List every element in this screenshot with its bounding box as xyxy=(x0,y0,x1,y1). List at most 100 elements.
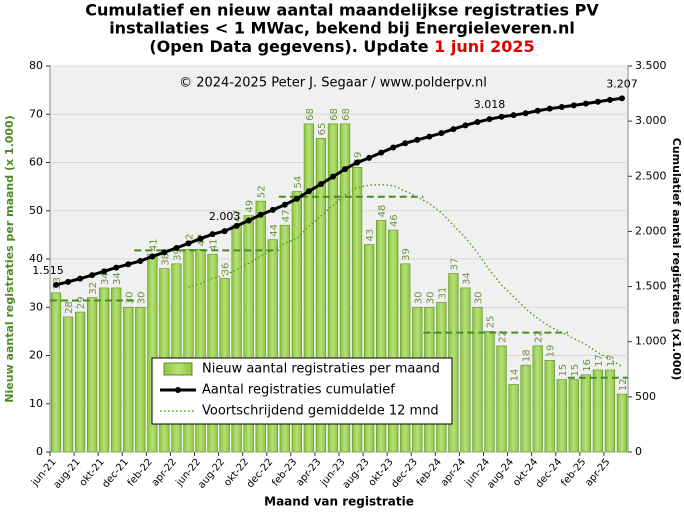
line-point xyxy=(342,166,349,173)
line-point xyxy=(53,281,60,288)
line-point xyxy=(366,154,373,161)
bar xyxy=(279,224,290,453)
y2-tick-label: 3.000 xyxy=(635,114,667,127)
bar xyxy=(303,123,315,453)
moving-average-line xyxy=(188,183,623,368)
line-point xyxy=(510,112,517,119)
annotation: © 2024-2025 Peter J. Segaar / www.polder… xyxy=(179,76,487,91)
x-tick-label: aug-21 xyxy=(52,457,83,491)
bar xyxy=(363,244,375,453)
line-point xyxy=(101,268,108,275)
bar-value-label: 34 xyxy=(461,272,472,285)
bar-value-label: 39 xyxy=(401,248,412,261)
bar-value-label: 41 xyxy=(148,238,159,251)
line-point xyxy=(498,113,505,120)
bar-value-label: 18 xyxy=(522,349,533,362)
bar xyxy=(327,123,339,453)
line-point xyxy=(293,195,300,202)
y2-tick-label: 0 xyxy=(635,445,642,458)
bar-value-label: 46 xyxy=(389,214,400,227)
y2-axis-title: Cumulatief aantal registraties (x1.000) xyxy=(670,138,683,380)
bar-value-label: 22 xyxy=(534,330,545,343)
x-tick-label: feb-24 xyxy=(415,457,444,489)
bar-value-label: 17 xyxy=(606,354,617,367)
bar-value-label: 25 xyxy=(486,316,497,329)
line-point xyxy=(570,102,577,109)
line-point xyxy=(221,228,228,235)
x-tick-label: apr-22 xyxy=(150,457,179,489)
bar-value-label: 28 xyxy=(64,301,75,314)
y-tick-label: 0 xyxy=(36,445,43,458)
bar-value-label: 43 xyxy=(365,229,376,242)
x-tick-label: aug-23 xyxy=(341,457,372,491)
bar xyxy=(496,345,507,453)
bar xyxy=(472,306,483,453)
line-point xyxy=(89,272,96,279)
bar-value-label: 36 xyxy=(221,263,232,276)
bar-value-label: 16 xyxy=(582,359,593,372)
bar-value-label: 34 xyxy=(112,272,123,285)
y2-tick-label: 1.500 xyxy=(635,280,667,293)
line-point xyxy=(233,222,240,229)
bar xyxy=(556,379,567,453)
line-point xyxy=(522,110,529,117)
x-tick-label: feb-22 xyxy=(126,457,155,489)
line-point xyxy=(245,217,252,224)
bar-value-label: 15 xyxy=(558,364,569,377)
line-value-label: 3.018 xyxy=(474,98,506,111)
bar xyxy=(243,215,254,453)
bar xyxy=(183,249,194,453)
legend-swatch xyxy=(175,387,181,393)
chart-title: (Open Data gegevens). Update 1 juni 2025 xyxy=(149,37,534,56)
y2-tick-label: 2.500 xyxy=(635,169,667,182)
bar xyxy=(74,311,86,453)
bar xyxy=(135,306,146,453)
line-point xyxy=(558,104,565,111)
bar xyxy=(50,292,62,453)
bar-value-label: 52 xyxy=(257,185,268,198)
chart-title: Cumulatief en nieuw aantal maandelijkse … xyxy=(85,1,599,20)
y-tick-label: 80 xyxy=(29,59,43,72)
line-point xyxy=(305,188,312,195)
bar xyxy=(351,167,363,453)
line-point xyxy=(438,130,445,137)
title-line: (Open Data gegevens). Update xyxy=(149,37,428,56)
bar-value-label: 41 xyxy=(209,238,220,251)
bar xyxy=(207,253,218,453)
bar-value-label: 68 xyxy=(341,108,352,121)
bar-value-label: 30 xyxy=(413,292,424,305)
y-tick-label: 20 xyxy=(29,349,43,362)
line-point xyxy=(354,159,361,166)
bar xyxy=(532,345,543,453)
bar xyxy=(580,374,591,453)
chart-title: installaties < 1 MWac, bekend bij Energi… xyxy=(109,19,575,38)
bar-value-label: 37 xyxy=(449,258,460,271)
y-tick-label: 30 xyxy=(29,300,43,313)
bar-value-label: 30 xyxy=(425,292,436,305)
bar xyxy=(267,239,278,453)
bar-value-label: 19 xyxy=(546,345,557,358)
y-tick-label: 50 xyxy=(29,204,43,217)
line-point xyxy=(486,116,493,123)
bar xyxy=(604,369,616,453)
line-point xyxy=(209,231,216,238)
y2-tick-label: 500 xyxy=(635,390,656,403)
bar-value-label: 15 xyxy=(570,364,581,377)
line-point xyxy=(450,126,457,133)
legend-box xyxy=(151,357,453,425)
line-point xyxy=(149,253,156,260)
line-point xyxy=(137,257,144,264)
bar-value-label: 68 xyxy=(329,108,340,121)
line-point xyxy=(257,211,264,218)
bar xyxy=(544,360,555,453)
line-point xyxy=(161,249,168,256)
y-axis-title: Nieuw aantal registraties per maand (x 1… xyxy=(3,115,16,402)
line-point xyxy=(402,140,409,147)
bar xyxy=(568,379,579,453)
line-point xyxy=(414,136,421,143)
bar-value-label: 38 xyxy=(160,253,171,266)
bar-value-label: 48 xyxy=(377,205,388,218)
bar-value-label: 47 xyxy=(281,209,292,222)
bar-value-label: 31 xyxy=(437,287,448,300)
line-point xyxy=(185,240,192,247)
